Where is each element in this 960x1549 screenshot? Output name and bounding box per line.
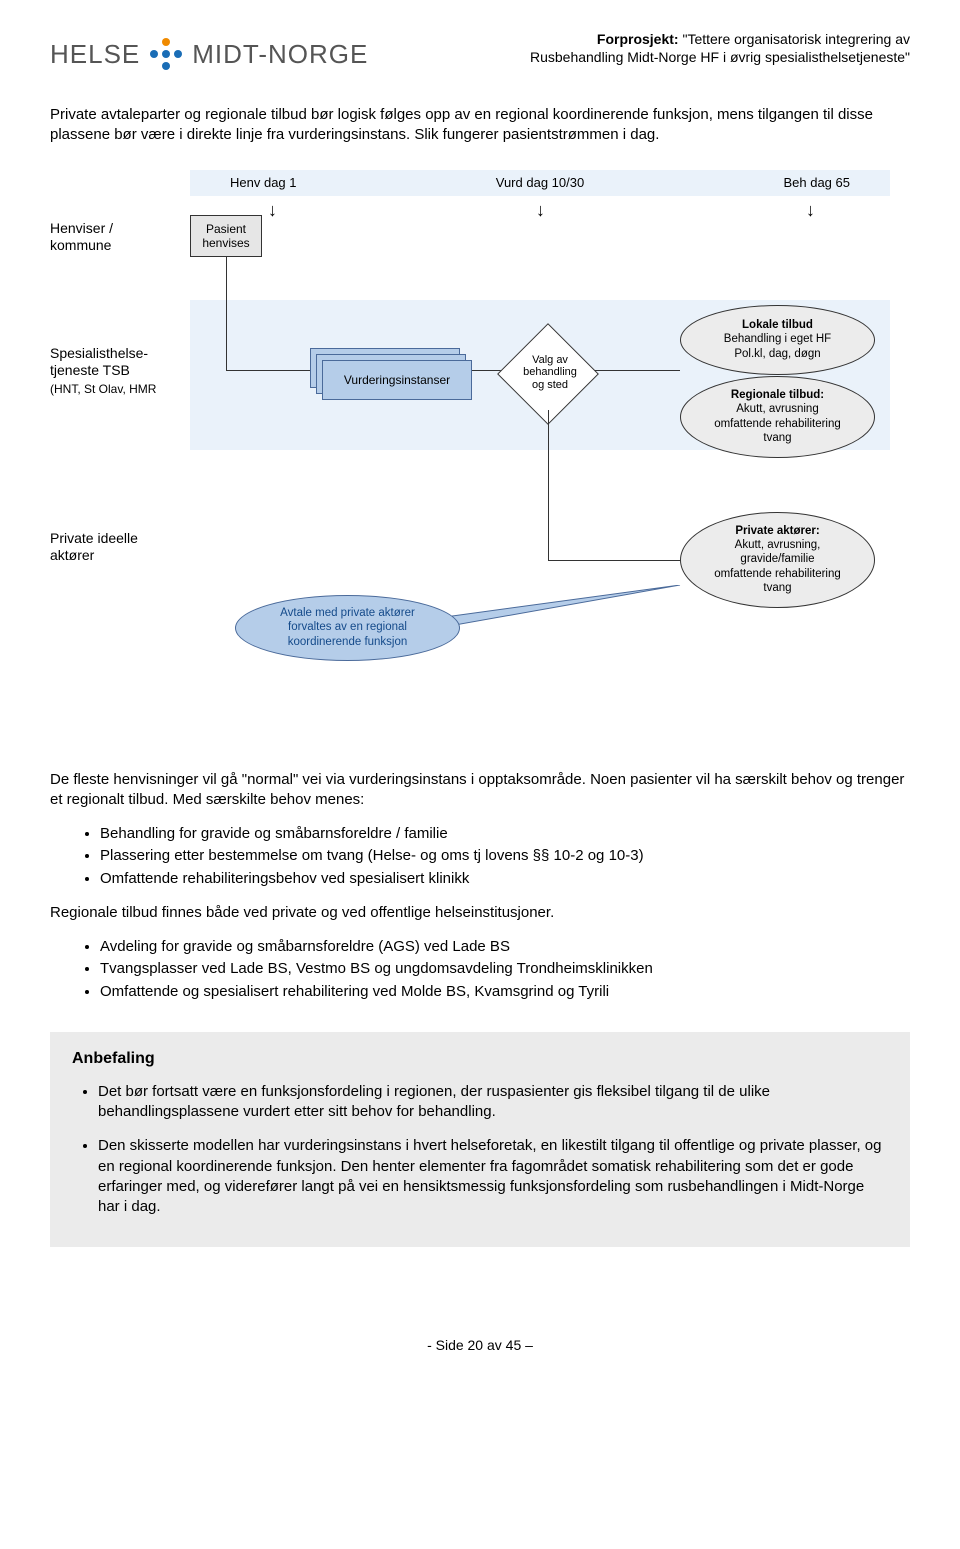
timeline-vurd: Vurd dag 10/30 bbox=[496, 175, 584, 190]
arrow-down-icon: ↓ bbox=[806, 200, 815, 221]
logo: HELSE MIDT-NORGE bbox=[50, 38, 368, 70]
header: HELSE MIDT-NORGE Forprosjekt: "Tettere o… bbox=[50, 30, 910, 70]
timeline-bar: Henv dag 1 Vurd dag 10/30 Beh dag 65 bbox=[190, 170, 890, 196]
lokale-tilbud-ellipse: Lokale tilbud Behandling i eget HF Pol.k… bbox=[680, 305, 875, 375]
decision-label: Valg av behandling og sted bbox=[500, 354, 600, 392]
arrow-down-icon: ↓ bbox=[268, 200, 277, 221]
row1-label: Henviser / kommune bbox=[50, 220, 145, 255]
intro-paragraph: Private avtaleparter og regionale tilbud… bbox=[50, 105, 910, 146]
mid-paragraph-2: Regionale tilbud finnes både ved private… bbox=[50, 903, 910, 923]
list-item: Plassering etter bestemmelse om tvang (H… bbox=[100, 846, 910, 866]
list-item: Den skisserte modellen har vurderingsins… bbox=[98, 1136, 888, 1217]
mid2-list: Avdeling for gravide og småbarnsforeldre… bbox=[50, 937, 910, 1002]
page-footer: - Side 20 av 45 – bbox=[50, 1337, 910, 1353]
logo-dots-icon bbox=[150, 38, 182, 70]
connector bbox=[548, 560, 680, 561]
private-aktorer-ellipse: Private aktører: Akutt, avrusning, gravi… bbox=[680, 512, 875, 608]
meta-title-1: "Tettere organisatorisk integrering av bbox=[682, 31, 910, 47]
meta-label: Forprosjekt: bbox=[597, 31, 679, 47]
recommendation-title: Anbefaling bbox=[72, 1050, 888, 1068]
timeline-henv: Henv dag 1 bbox=[230, 175, 297, 190]
callout-pointer-icon bbox=[445, 585, 685, 630]
meta-title-2: Rusbehandling Midt-Norge HF i øvrig spes… bbox=[530, 49, 910, 65]
flow-diagram: Henv dag 1 Vurd dag 10/30 Beh dag 65 ↓ ↓… bbox=[50, 160, 910, 745]
regionale-tilbud-ellipse: Regionale tilbud: Akutt, avrusning omfat… bbox=[680, 376, 875, 458]
mid-paragraph-1: De fleste henvisninger vil gå "normal" v… bbox=[50, 770, 910, 811]
list-item: Behandling for gravide og småbarnsforeld… bbox=[100, 824, 910, 844]
header-meta: Forprosjekt: "Tettere organisatorisk int… bbox=[530, 30, 910, 66]
avtale-ellipse: Avtale med private aktører forvaltes av … bbox=[235, 595, 460, 661]
row2-label: Spesialisthelse- tjeneste TSB (HNT, St O… bbox=[50, 345, 180, 398]
recommendation-list: Det bør fortsatt være en funksjonsfordel… bbox=[72, 1082, 888, 1218]
list-item: Omfattende og spesialisert rehabiliterin… bbox=[100, 982, 910, 1002]
connector bbox=[226, 370, 310, 371]
row3-label: Private ideelle aktører bbox=[50, 530, 170, 565]
list-item: Tvangsplasser ved Lade BS, Vestmo BS og … bbox=[100, 959, 910, 979]
logo-text-midt: MIDT-NORGE bbox=[192, 39, 368, 70]
list-item: Omfattende rehabiliteringsbehov ved spes… bbox=[100, 869, 910, 889]
timeline-beh: Beh dag 65 bbox=[783, 175, 850, 190]
mid1-list: Behandling for gravide og småbarnsforeld… bbox=[50, 824, 910, 889]
connector bbox=[595, 370, 680, 371]
list-item: Avdeling for gravide og småbarnsforeldre… bbox=[100, 937, 910, 957]
recommendation-box: Anbefaling Det bør fortsatt være en funk… bbox=[50, 1032, 910, 1248]
logo-text-helse: HELSE bbox=[50, 39, 140, 70]
pasient-box: Pasient henvises bbox=[190, 215, 262, 257]
connector bbox=[226, 257, 227, 370]
arrow-down-icon: ↓ bbox=[536, 200, 545, 221]
vurderings-stack: Vurderingsinstanser bbox=[310, 348, 460, 398]
connector bbox=[548, 410, 549, 560]
list-item: Det bør fortsatt være en funksjonsfordel… bbox=[98, 1082, 888, 1123]
